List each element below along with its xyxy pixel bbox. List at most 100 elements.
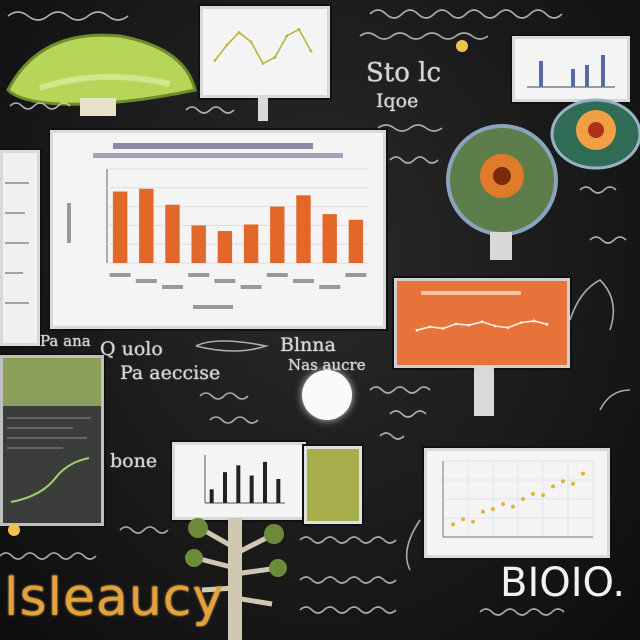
series-point xyxy=(297,28,301,31)
main-chart-bar xyxy=(322,214,337,263)
chalk-text: Pa ana xyxy=(40,332,91,350)
mini-bar xyxy=(249,475,254,503)
x-tick-scribble xyxy=(162,285,183,289)
left-partial-panel-lines xyxy=(5,182,29,304)
scatter-point xyxy=(571,481,575,486)
big-title-word: lsleaucy xyxy=(4,568,225,628)
x-tick-scribble xyxy=(345,273,367,277)
scatter-point xyxy=(541,493,545,498)
series-point xyxy=(285,34,289,37)
series-point xyxy=(273,55,277,59)
chalk-text: Nas aucre xyxy=(288,356,366,374)
series-point xyxy=(213,59,217,62)
scatter-point xyxy=(561,479,565,484)
scatter-point xyxy=(451,522,455,527)
series-point xyxy=(261,62,265,65)
mini-bar-chart-svg xyxy=(204,455,285,504)
mini-bar xyxy=(276,479,281,503)
mini-bar xyxy=(209,489,214,503)
mini-bar xyxy=(236,465,241,503)
series-point xyxy=(225,43,229,47)
y-label-scribble xyxy=(67,203,71,243)
main-chart-bar xyxy=(139,188,154,263)
x-tick-scribble xyxy=(135,279,157,283)
mini-bar-chart xyxy=(172,442,306,520)
scatter-point xyxy=(471,519,475,524)
series-point xyxy=(237,31,241,34)
main-chart-bar xyxy=(217,231,233,263)
green-screen-panel xyxy=(0,355,104,526)
scatter-point xyxy=(521,497,525,501)
top-line-chart-svg xyxy=(213,28,313,65)
main-chart-bar xyxy=(243,224,259,263)
series-point xyxy=(249,40,253,44)
series-point xyxy=(545,322,549,326)
green-panel-header xyxy=(3,358,101,406)
scatter-point xyxy=(551,484,555,489)
main-chart-bar xyxy=(191,225,206,263)
main-bar-chart-svg xyxy=(67,143,369,309)
corner-title-word: BIOIO. xyxy=(500,560,626,606)
topright-bar xyxy=(601,55,605,87)
chalk-text: Sto lc xyxy=(366,58,442,88)
top-line-chart xyxy=(200,6,330,98)
chalk-text: bone xyxy=(110,450,158,472)
series-point xyxy=(428,325,432,329)
orange-line-chart-svg xyxy=(415,291,549,332)
scatter-chart xyxy=(424,448,610,558)
mini-bar xyxy=(223,472,227,503)
x-tick-scribble xyxy=(109,273,131,277)
orange-chart-stand xyxy=(474,366,494,416)
chart-title-scribble xyxy=(113,143,313,149)
series-point xyxy=(454,322,458,326)
main-chart-bar xyxy=(270,206,285,263)
topright-bar xyxy=(585,65,589,87)
main-chart-bar xyxy=(165,204,180,263)
series-point xyxy=(532,319,536,323)
top-chart-stand xyxy=(258,95,268,121)
scatter-point xyxy=(511,504,515,509)
chalk-text: Iqoe xyxy=(376,90,419,112)
x-tick-scribble xyxy=(240,285,262,289)
series-point xyxy=(441,327,445,330)
scatter-point xyxy=(531,491,535,496)
tree-illustration xyxy=(185,518,287,640)
x-tick-scribble xyxy=(188,273,210,277)
x-label-scribble xyxy=(193,305,233,309)
topright-bar xyxy=(539,61,543,87)
scatter-point xyxy=(461,517,465,522)
x-tick-scribble xyxy=(266,273,288,277)
green-panel-plot xyxy=(7,417,91,503)
chalk-text: Blnna xyxy=(280,334,336,356)
series-point xyxy=(309,49,313,53)
series-point xyxy=(480,320,484,324)
scatter-point xyxy=(581,471,585,476)
left-partial-panel xyxy=(0,150,40,346)
topright-bar-chart xyxy=(512,36,630,102)
orange-chart-title-scribble xyxy=(421,291,521,295)
scatter-point xyxy=(491,507,495,512)
main-bar-chart xyxy=(50,130,386,329)
scatter-chart-svg xyxy=(442,460,594,538)
flower-disc-left xyxy=(446,124,558,260)
x-tick-scribble xyxy=(319,285,341,289)
flower-disc-right xyxy=(550,98,640,170)
scatter-point xyxy=(501,502,505,507)
chart-subtitle-scribble xyxy=(93,153,343,158)
topright-bar xyxy=(571,69,575,87)
scatter-point xyxy=(481,509,485,514)
main-chart-bar xyxy=(296,195,311,263)
white-circle-lamp xyxy=(302,370,352,420)
series-point xyxy=(506,326,510,330)
x-tick-scribble xyxy=(214,279,236,283)
series-point xyxy=(493,324,497,328)
series-point xyxy=(519,321,523,325)
leaf-illustration xyxy=(6,33,197,116)
x-tick-scribble xyxy=(293,279,314,283)
chalk-text: Q uolo xyxy=(100,338,163,360)
series-point xyxy=(467,323,471,327)
main-chart-bar xyxy=(348,219,364,263)
olive-panel xyxy=(304,446,362,524)
